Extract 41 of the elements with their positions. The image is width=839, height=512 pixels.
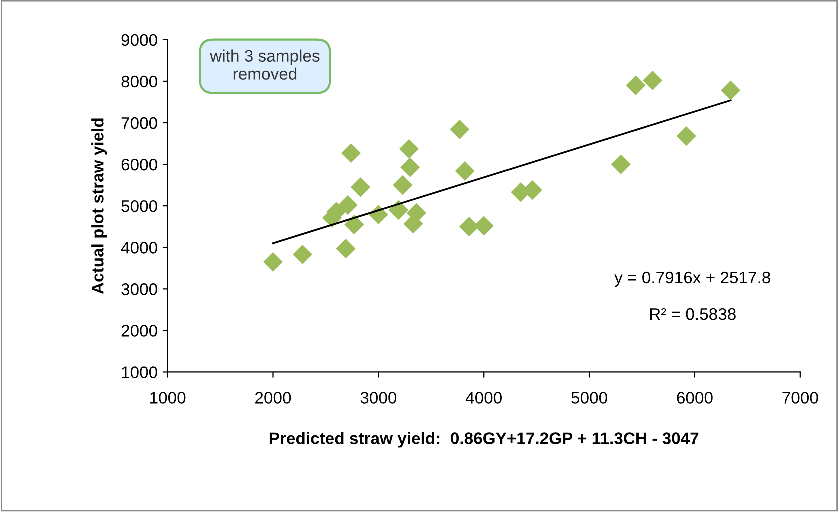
- x-tick-label: 5000: [572, 392, 608, 404]
- point: [721, 80, 741, 100]
- point: [400, 158, 420, 178]
- annotation: R² = 0.5838: [650, 308, 736, 320]
- x-axis-title: Predicted straw yield: 0.86GY+17.2GP + 11.3CH - 3047: [270, 432, 699, 448]
- y-tick-label: 5000: [122, 200, 158, 212]
- point: [344, 214, 364, 235]
- point: [292, 244, 313, 264]
- y-tick-label: 2000: [122, 325, 158, 337]
- y-tick-label: 4000: [121, 242, 158, 254]
- x-tick-label: 1000: [150, 392, 186, 404]
- y-tick-label: 9000: [122, 34, 158, 46]
- point: [341, 144, 362, 164]
- x-tick-label: 7000: [782, 392, 818, 404]
- y-tick-label: 6000: [122, 158, 158, 171]
- point: [474, 216, 494, 236]
- point: [336, 239, 356, 259]
- point: [450, 120, 470, 140]
- point: [338, 195, 358, 216]
- point: [399, 139, 420, 159]
- x-tick-label: 3000: [360, 392, 397, 404]
- y-axis-title: Actual plot straw yield: [92, 118, 108, 294]
- point: [626, 76, 646, 96]
- point: [350, 178, 371, 198]
- point: [455, 161, 475, 182]
- y-tick-label: 7000: [122, 117, 158, 130]
- point: [676, 126, 696, 146]
- x-tick-label: 6000: [677, 392, 713, 404]
- point: [393, 175, 413, 196]
- x-tick-label: 4000: [466, 392, 502, 404]
- point: [460, 217, 480, 237]
- point: [642, 70, 663, 90]
- point: [263, 252, 284, 272]
- annotation: y = 0.7916x + 2517.8: [614, 272, 770, 287]
- y-tick-label: 1000: [122, 366, 158, 378]
- x-tick-label: 2000: [256, 392, 292, 404]
- point: [388, 200, 409, 220]
- annotation: with 3 samples removed: [210, 50, 320, 80]
- y-tick-label: 8000: [122, 76, 158, 88]
- y-tick-label: 3000: [122, 284, 158, 296]
- point: [611, 154, 631, 174]
